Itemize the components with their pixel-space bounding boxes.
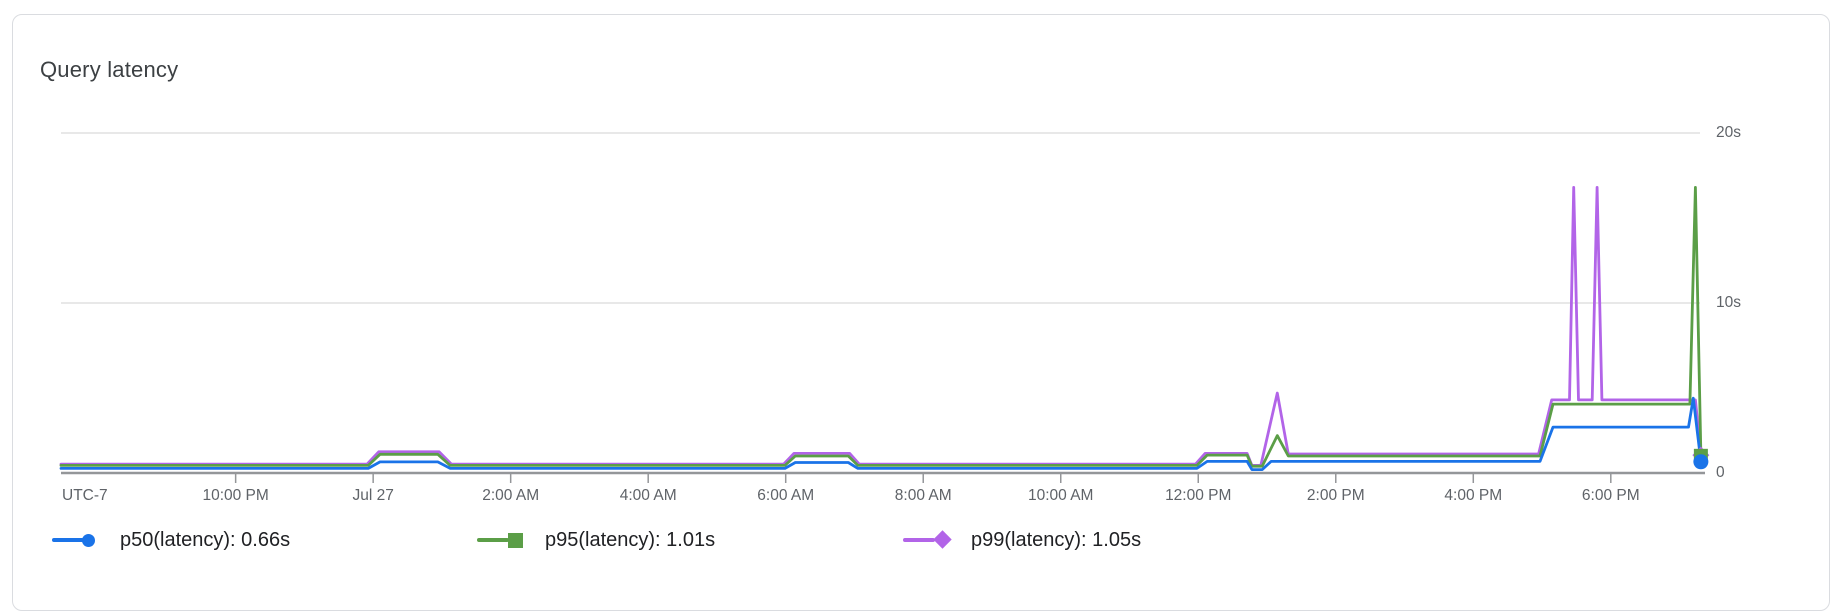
query-latency-card bbox=[12, 14, 1830, 611]
p99-series-line bbox=[59, 185, 1703, 467]
p99-legend-line bbox=[903, 538, 935, 542]
p50-line-circle-marker bbox=[52, 527, 100, 553]
p99-line-diamond-marker bbox=[903, 527, 952, 553]
p95-line-square-marker bbox=[477, 527, 525, 553]
legend-item-p95[interactable]: p95(latency): 1.01s bbox=[477, 527, 715, 553]
chart-title: Query latency bbox=[40, 57, 179, 82]
legend-label-p95: p95(latency): 1.01s bbox=[545, 528, 716, 551]
legend-item-p99[interactable]: p99(latency): 1.05s bbox=[903, 527, 1141, 553]
p95-series-line bbox=[59, 185, 1703, 468]
p50-endpoint-circle bbox=[1693, 454, 1709, 470]
p99-diamond-icon bbox=[933, 530, 952, 549]
p95-legend-line bbox=[477, 538, 509, 542]
legend-label-p99: p99(latency): 1.05s bbox=[971, 528, 1142, 551]
legend-label-p50: p50(latency): 0.66s bbox=[120, 528, 291, 551]
p50-legend-line bbox=[52, 538, 84, 542]
p95-square-icon bbox=[508, 532, 523, 548]
p50-series-line bbox=[59, 396, 1703, 472]
legend-item-p50[interactable]: p50(latency): 0.66s bbox=[52, 527, 290, 553]
chart-legend: p50(latency): 0.66s p95(latency): 1.01s … bbox=[0, 527, 1844, 553]
p50-circle-icon bbox=[82, 533, 95, 547]
